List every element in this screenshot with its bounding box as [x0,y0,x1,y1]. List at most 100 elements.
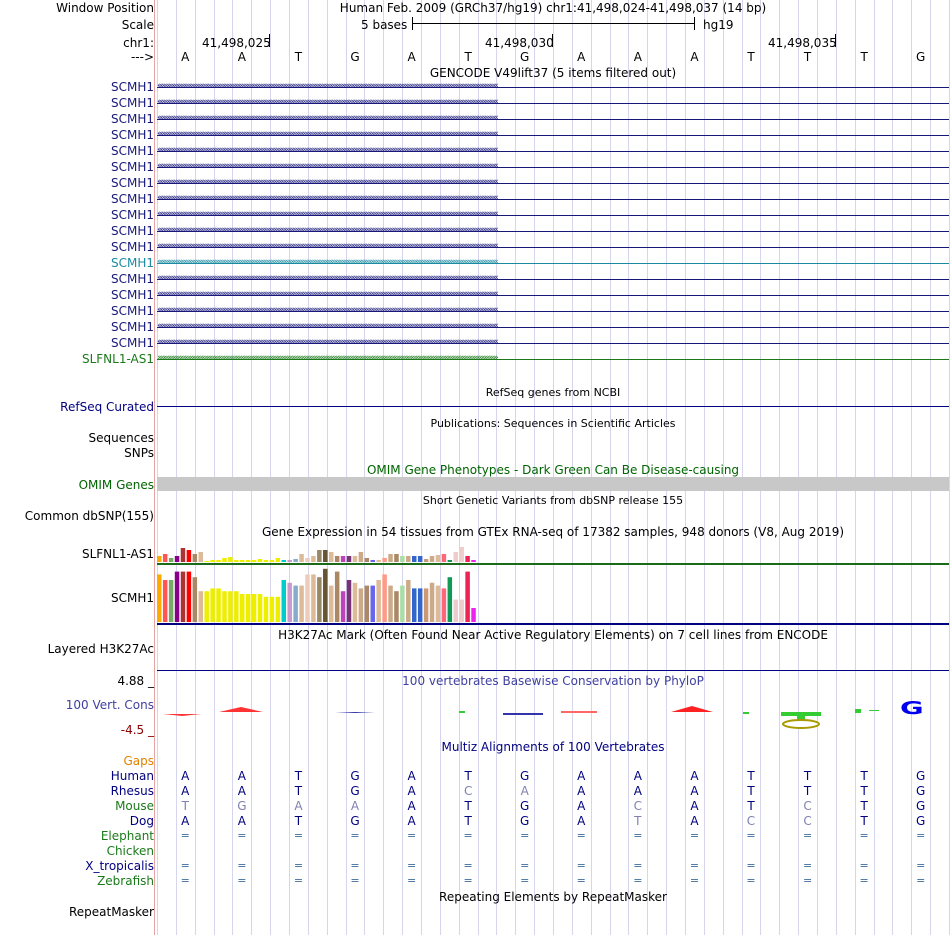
gene-model[interactable]: ‹‹‹‹‹‹‹‹‹‹‹‹‹‹‹‹‹‹‹‹‹‹‹‹‹‹‹‹‹‹‹‹‹‹‹‹‹‹‹‹… [157,83,949,92]
reference-base: T [860,50,868,64]
gtex-bar [358,552,364,562]
gtex-title[interactable]: Gene Expression in 54 tissues from GTEx … [261,525,845,539]
gene-label-slfnl1-as1[interactable]: SLFNL1-AS1 [81,352,154,366]
gtex-chart[interactable] [0,540,950,626]
gene-label-scmh1[interactable]: SCMH1 [110,176,154,190]
gene-model[interactable]: ‹‹‹‹‹‹‹‹‹‹‹‹‹‹‹‹‹‹‹‹‹‹‹‹‹‹‹‹‹‹‹‹‹‹‹‹‹‹‹‹… [157,323,949,332]
reference-base: G [520,50,530,64]
phylop-label[interactable]: 100 Vert. Cons [65,698,154,712]
alignment-base: T [634,814,642,828]
species-label[interactable]: Human [110,769,154,783]
gene-model[interactable]: ‹‹‹‹‹‹‹‹‹‹‹‹‹‹‹‹‹‹‹‹‹‹‹‹‹‹‹‹‹‹‹‹‹‹‹‹‹‹‹‹… [157,211,949,220]
phylop-title[interactable]: 100 vertebrates Basewise Conservation by… [402,674,704,688]
repeatmasker-title[interactable]: Repeating Elements by RepeatMasker [439,890,667,904]
species-label[interactable]: Dog [129,814,154,828]
gene-model[interactable]: ››››››››››››››››››››››››››››››››››››››››… [157,355,949,364]
phylop-mark [782,719,820,729]
gtex-bar [240,560,245,562]
gene-model[interactable]: ‹‹‹‹‹‹‹‹‹‹‹‹‹‹‹‹‹‹‹‹‹‹‹‹‹‹‹‹‹‹‹‹‹‹‹‹‹‹‹‹… [157,179,949,188]
phylop-ymax: 4.88 _ [117,674,154,688]
species-label[interactable]: Zebrafish [97,874,154,888]
gene-label-scmh1[interactable]: SCMH1 [110,336,154,350]
gtex-bar [198,591,204,622]
species-label[interactable]: Elephant [100,829,154,843]
alignment-base: = [576,874,586,887]
h3k27ac-label[interactable]: Layered H3K27Ac [47,642,154,656]
gene-label-scmh1[interactable]: SCMH1 [110,208,154,222]
h3k27ac-title[interactable]: H3K27Ac Mark (Often Found Near Active Re… [278,628,828,642]
gene-model[interactable]: ‹‹‹‹‹‹‹‹‹‹‹‹‹‹‹‹‹‹‹‹‹‹‹‹‹‹‹‹‹‹‹‹‹‹‹‹‹‹‹‹… [157,147,949,156]
alignment-base: T [294,784,303,798]
gene-model[interactable]: ‹‹‹‹‹‹‹‹‹‹‹‹‹‹‹‹‹‹‹‹‹‹‹‹‹‹‹‹‹‹‹‹‹‹‹‹‹‹‹‹… [157,131,949,140]
gene-model[interactable]: ‹‹‹‹‹‹‹‹‹‹‹‹‹‹‹‹‹‹‹‹‹‹‹‹‹‹‹‹‹‹‹‹‹‹‹‹‹‹‹‹… [157,291,949,300]
alignment-base: T [860,784,868,798]
gene-label-scmh1[interactable]: SCMH1 [110,160,154,174]
gtex-bar [328,552,334,562]
gtex-bar [453,552,458,562]
gene-label-scmh1[interactable]: SCMH1 [110,80,154,94]
gene-model[interactable]: ‹‹‹‹‹‹‹‹‹‹‹‹‹‹‹‹‹‹‹‹‹‹‹‹‹‹‹‹‹‹‹‹‹‹‹‹‹‹‹‹… [157,339,949,348]
gene-model[interactable]: ‹‹‹‹‹‹‹‹‹‹‹‹‹‹‹‹‹‹‹‹‹‹‹‹‹‹‹‹‹‹‹‹‹‹‹‹‹‹‹‹… [157,163,949,172]
refseq-line[interactable] [157,406,949,407]
gencode-title[interactable]: GENCODE V49lift37 (5 items filtered out) [429,66,677,80]
gtex-bar [293,585,298,622]
gtex-bar [234,591,239,622]
refseq-label[interactable]: RefSeq Curated [60,400,154,414]
alignment-base: = [633,859,643,872]
gene-model[interactable]: ‹‹‹‹‹‹‹‹‹‹‹‹‹‹‹‹‹‹‹‹‹‹‹‹‹‹‹‹‹‹‹‹‹‹‹‹‹‹‹‹… [157,115,949,124]
gene-model[interactable]: ‹‹‹‹‹‹‹‹‹‹‹‹‹‹‹‹‹‹‹‹‹‹‹‹‹‹‹‹‹‹‹‹‹‹‹‹‹‹‹‹… [157,259,949,268]
alignment-base: = [689,874,700,887]
species-label[interactable]: Rhesus [110,784,154,798]
gtex-gene-label[interactable]: SCMH1 [110,591,154,605]
repeatmasker-label[interactable]: RepeatMasker [68,905,154,919]
gene-model[interactable]: ‹‹‹‹‹‹‹‹‹‹‹‹‹‹‹‹‹‹‹‹‹‹‹‹‹‹‹‹‹‹‹‹‹‹‹‹‹‹‹‹… [157,195,949,204]
phylop-mark [671,706,713,712]
gene-label-scmh1[interactable]: SCMH1 [110,192,154,206]
gene-label-scmh1[interactable]: SCMH1 [110,320,154,334]
gene-model[interactable]: ‹‹‹‹‹‹‹‹‹‹‹‹‹‹‹‹‹‹‹‹‹‹‹‹‹‹‹‹‹‹‹‹‹‹‹‹‹‹‹‹… [157,243,949,252]
dbsnp-label[interactable]: Common dbSNP(155) [24,509,154,523]
gene-label-scmh1[interactable]: SCMH1 [110,272,154,286]
alignment-base: T [747,769,755,783]
species-label[interactable]: X_tropicalis [85,859,154,873]
snps-label[interactable]: SNPs [124,446,154,460]
coord-tick [552,34,553,47]
gene-label-scmh1[interactable]: SCMH1 [110,288,154,302]
dbsnp-title[interactable]: Short Genetic Variants from dbSNP releas… [422,494,684,507]
species-label[interactable]: Gaps [123,754,154,768]
gene-label-scmh1[interactable]: SCMH1 [110,256,154,270]
phylop-logo[interactable]: G [157,700,949,734]
gene-model[interactable]: ‹‹‹‹‹‹‹‹‹‹‹‹‹‹‹‹‹‹‹‹‹‹‹‹‹‹‹‹‹‹‹‹‹‹‹‹‹‹‹‹… [157,227,949,236]
gtex-bar [471,560,476,562]
gtex-bar [186,550,192,562]
gene-label-scmh1[interactable]: SCMH1 [110,240,154,254]
gene-model[interactable]: ‹‹‹‹‹‹‹‹‹‹‹‹‹‹‹‹‹‹‹‹‹‹‹‹‹‹‹‹‹‹‹‹‹‹‹‹‹‹‹‹… [157,307,949,316]
multiz-title[interactable]: Multiz Alignments of 100 Vertebrates [441,740,665,754]
gtex-bar [174,556,180,562]
gene-label-scmh1[interactable]: SCMH1 [110,96,154,110]
gtex-gene-label[interactable]: SLFNL1-AS1 [81,547,154,561]
publications-title[interactable]: Publications: Sequences in Scientific Ar… [430,417,676,430]
omim-label[interactable]: OMIM Genes [78,478,154,492]
omim-title[interactable]: OMIM Gene Phenotypes - Dark Green Can Be… [366,463,740,477]
species-label[interactable]: Chicken [106,844,154,858]
gene-model[interactable]: ‹‹‹‹‹‹‹‹‹‹‹‹‹‹‹‹‹‹‹‹‹‹‹‹‹‹‹‹‹‹‹‹‹‹‹‹‹‹‹‹… [157,99,949,108]
alignment-base: A [577,784,586,798]
gene-model[interactable]: ‹‹‹‹‹‹‹‹‹‹‹‹‹‹‹‹‹‹‹‹‹‹‹‹‹‹‹‹‹‹‹‹‹‹‹‹‹‹‹‹… [157,275,949,284]
gene-label-scmh1[interactable]: SCMH1 [110,224,154,238]
alignment-base: G [237,799,247,813]
omim-bar[interactable] [157,477,949,491]
gtex-bar [269,560,275,562]
gene-label-scmh1[interactable]: SCMH1 [110,112,154,126]
alignment-base: = [633,829,643,842]
refseq-title[interactable]: RefSeq genes from NCBI [485,386,621,399]
gene-label-scmh1[interactable]: SCMH1 [110,304,154,318]
gene-label-scmh1[interactable]: SCMH1 [110,128,154,142]
phylop-ymin: -4.5 _ [120,723,154,737]
reference-base: T [294,50,303,64]
alignment-base: G [916,784,926,798]
sequences-label[interactable]: Sequences [88,431,154,445]
species-label[interactable]: Mouse [115,799,154,813]
alignment-base: A [407,784,416,798]
gene-label-scmh1[interactable]: SCMH1 [110,144,154,158]
